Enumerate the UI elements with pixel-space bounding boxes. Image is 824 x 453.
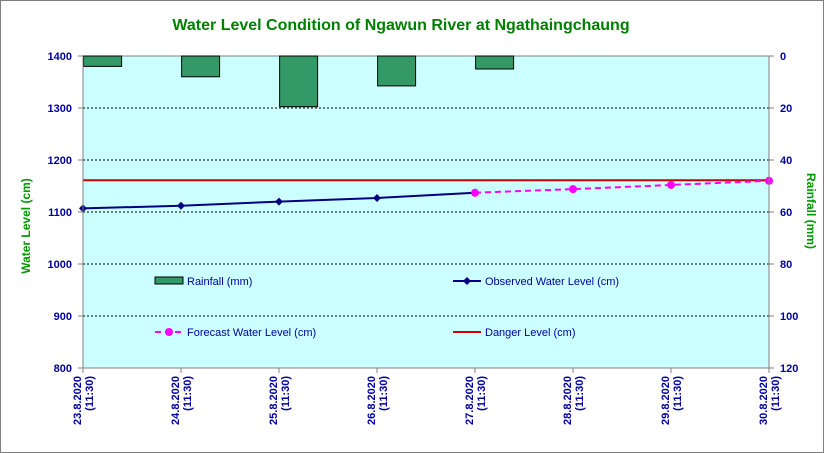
legend-label: Rainfall (mm) xyxy=(187,276,252,288)
y-right-tick-label: 60 xyxy=(780,207,792,219)
x-tick-label: 25.8.2020(11:30) xyxy=(268,376,292,425)
x-tick-label: 26.8.2020(11:30) xyxy=(366,376,390,425)
x-tick-label: 28.8.2020(11:30) xyxy=(562,376,586,425)
chart-title: Water Level Condition of Ngawun River at… xyxy=(172,17,629,34)
x-tick-label: 24.8.2020(11:30) xyxy=(170,376,194,425)
y-right-tick-label: 20 xyxy=(780,103,792,115)
forecast-point xyxy=(569,185,577,194)
x-tick-label: 27.8.2020(11:30) xyxy=(464,376,488,425)
y-right-tick-label: 100 xyxy=(780,311,798,323)
rainfall-bar xyxy=(181,55,221,78)
y-left-tick-label: 1400 xyxy=(48,51,72,63)
y-right-tick-label: 0 xyxy=(780,51,786,63)
axis-ticks: 800 900 1000 1100 1200 1300 1400 0 20 40 60 80 100 12… xyxy=(48,51,799,425)
legend-label: Forecast Water Level (cm) xyxy=(187,327,316,339)
x-tick-label: 23.8.2020(11:30) xyxy=(72,376,96,425)
y-right-tick-label: 40 xyxy=(780,155,792,167)
y-left-tick-label: 1200 xyxy=(48,155,72,167)
observed-point xyxy=(177,201,185,210)
legend: Rainfall (mm) Observed Water Level (cm) Fo… xyxy=(154,276,619,339)
x-tick-label: 29.8.2020(11:30) xyxy=(660,376,684,425)
y-axis-right-title: Rainfall (mm) xyxy=(804,173,818,249)
forecast-water-level-line xyxy=(474,179,770,194)
y-left-tick-label: 800 xyxy=(54,363,72,375)
legend-marker-forecast xyxy=(165,328,173,336)
y-right-tick-label: 120 xyxy=(780,363,798,375)
x-tick-label: 30.8.2020(11:30) xyxy=(758,376,782,425)
observed-point xyxy=(373,193,381,202)
rainfall-bar xyxy=(279,55,319,108)
legend-marker-observed xyxy=(463,277,471,285)
y-left-tick-label: 900 xyxy=(54,311,72,323)
y-left-tick-label: 1100 xyxy=(48,207,72,219)
observed-point xyxy=(275,197,283,206)
y-left-tick-label: 1300 xyxy=(48,103,72,115)
rainfall-bar xyxy=(83,55,123,67)
rainfall-bars xyxy=(83,55,515,108)
forecast-point xyxy=(667,180,675,189)
series-lines xyxy=(79,176,773,213)
legend-swatch-rainfall xyxy=(154,276,184,285)
rainfall-bar xyxy=(377,55,417,87)
plot-area xyxy=(82,55,770,369)
legend-label: Danger Level (cm) xyxy=(485,327,575,339)
rainfall-bar xyxy=(475,55,515,70)
y-right-tick-label: 80 xyxy=(780,259,792,271)
legend-label: Observed Water Level (cm) xyxy=(485,276,619,288)
y-left-tick-label: 1000 xyxy=(48,259,72,271)
forecast-point xyxy=(471,188,479,197)
y-axis-left-title: Water Level (cm) xyxy=(19,178,33,274)
